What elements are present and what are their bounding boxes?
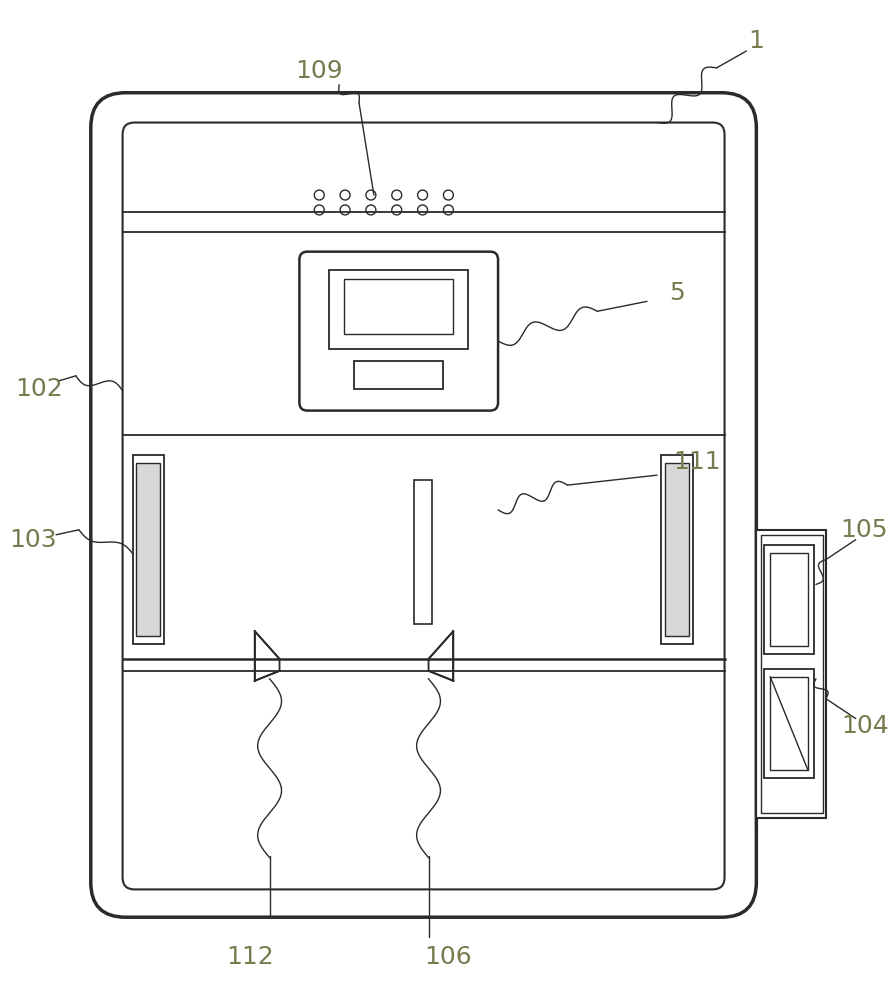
- Text: 111: 111: [673, 450, 721, 474]
- Bar: [665, 463, 688, 636]
- Text: 109: 109: [295, 59, 343, 83]
- Bar: [756, 530, 826, 818]
- Bar: [764, 669, 814, 778]
- Bar: [137, 463, 160, 636]
- Bar: [354, 361, 443, 389]
- FancyBboxPatch shape: [299, 252, 498, 411]
- Text: 112: 112: [226, 945, 274, 969]
- Polygon shape: [428, 631, 453, 681]
- Bar: [329, 270, 468, 349]
- Text: 105: 105: [839, 518, 888, 542]
- FancyBboxPatch shape: [91, 93, 756, 917]
- Bar: [762, 535, 822, 813]
- Text: 106: 106: [425, 945, 472, 969]
- Text: 102: 102: [15, 377, 63, 401]
- Text: 1: 1: [748, 29, 764, 53]
- Text: 5: 5: [669, 281, 685, 305]
- Text: 104: 104: [842, 714, 890, 738]
- Bar: [771, 553, 808, 646]
- Bar: [132, 455, 164, 644]
- Bar: [764, 545, 814, 654]
- Bar: [771, 677, 808, 770]
- Bar: [414, 480, 432, 624]
- Bar: [661, 455, 693, 644]
- Text: 103: 103: [9, 528, 57, 552]
- Polygon shape: [255, 631, 280, 681]
- Bar: [344, 279, 453, 334]
